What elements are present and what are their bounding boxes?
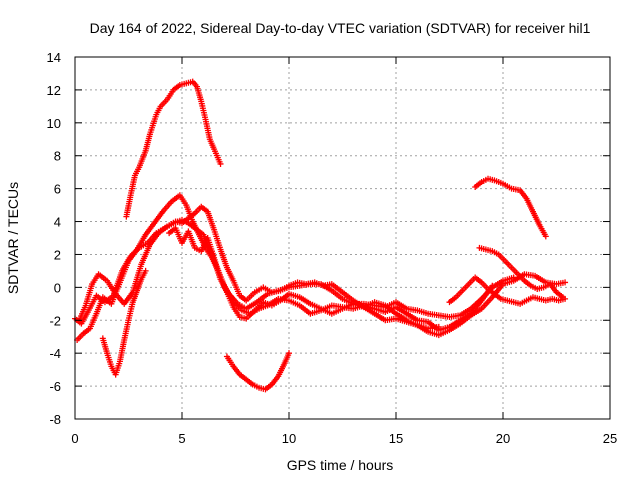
- axis-ticks: -8 -6 -4 -2 0 2 4 6 8 10 12 14 0 5 10 15 20 25: [47, 50, 618, 446]
- x-tick-label: 25: [603, 431, 617, 446]
- data-point: [562, 279, 569, 286]
- series-band-c: [76, 203, 569, 339]
- x-tick-label: 15: [389, 431, 403, 446]
- x-axis-title: GPS time / hours: [287, 457, 394, 473]
- y-tick-label: -2: [49, 313, 61, 328]
- series-band-b: [74, 192, 496, 344]
- y-tick-label: 14: [47, 50, 61, 65]
- series-dip-early: [99, 267, 149, 378]
- x-tick-label: 0: [71, 431, 78, 446]
- y-tick-label: 6: [54, 182, 61, 197]
- y-tick-label: 8: [54, 149, 61, 164]
- series-arc-low: [223, 350, 292, 393]
- data-markers: [72, 78, 569, 393]
- chart-title: Day 164 of 2022, Sidereal Day-to-day VTE…: [90, 20, 591, 36]
- series-arc-evening: [472, 175, 549, 240]
- y-tick-label: -8: [49, 412, 61, 427]
- data-point: [217, 160, 224, 167]
- x-tick-label: 5: [178, 431, 185, 446]
- data-point: [489, 282, 496, 289]
- y-tick-label: -6: [49, 379, 61, 394]
- x-tick-label: 10: [282, 431, 296, 446]
- y-tick-label: 10: [47, 116, 61, 131]
- data-point: [286, 350, 292, 357]
- data-point: [562, 295, 569, 302]
- plot-frame: [74, 56, 611, 420]
- y-tick-label: 0: [54, 280, 61, 295]
- y-tick-label: 4: [54, 215, 61, 230]
- series-band-e: [476, 244, 566, 301]
- data-point: [542, 233, 549, 240]
- y-tick-label: -4: [49, 346, 61, 361]
- y-axis-title: SDTVAR / TECUs: [5, 182, 21, 294]
- data-point: [435, 323, 442, 330]
- x-tick-label: 20: [496, 431, 510, 446]
- y-tick-label: 12: [47, 83, 61, 98]
- data-point: [142, 267, 149, 274]
- series-band-d: [166, 225, 442, 332]
- y-tick-label: 2: [54, 247, 61, 262]
- series-arc-high: [123, 78, 224, 220]
- series-band-f: [446, 274, 569, 307]
